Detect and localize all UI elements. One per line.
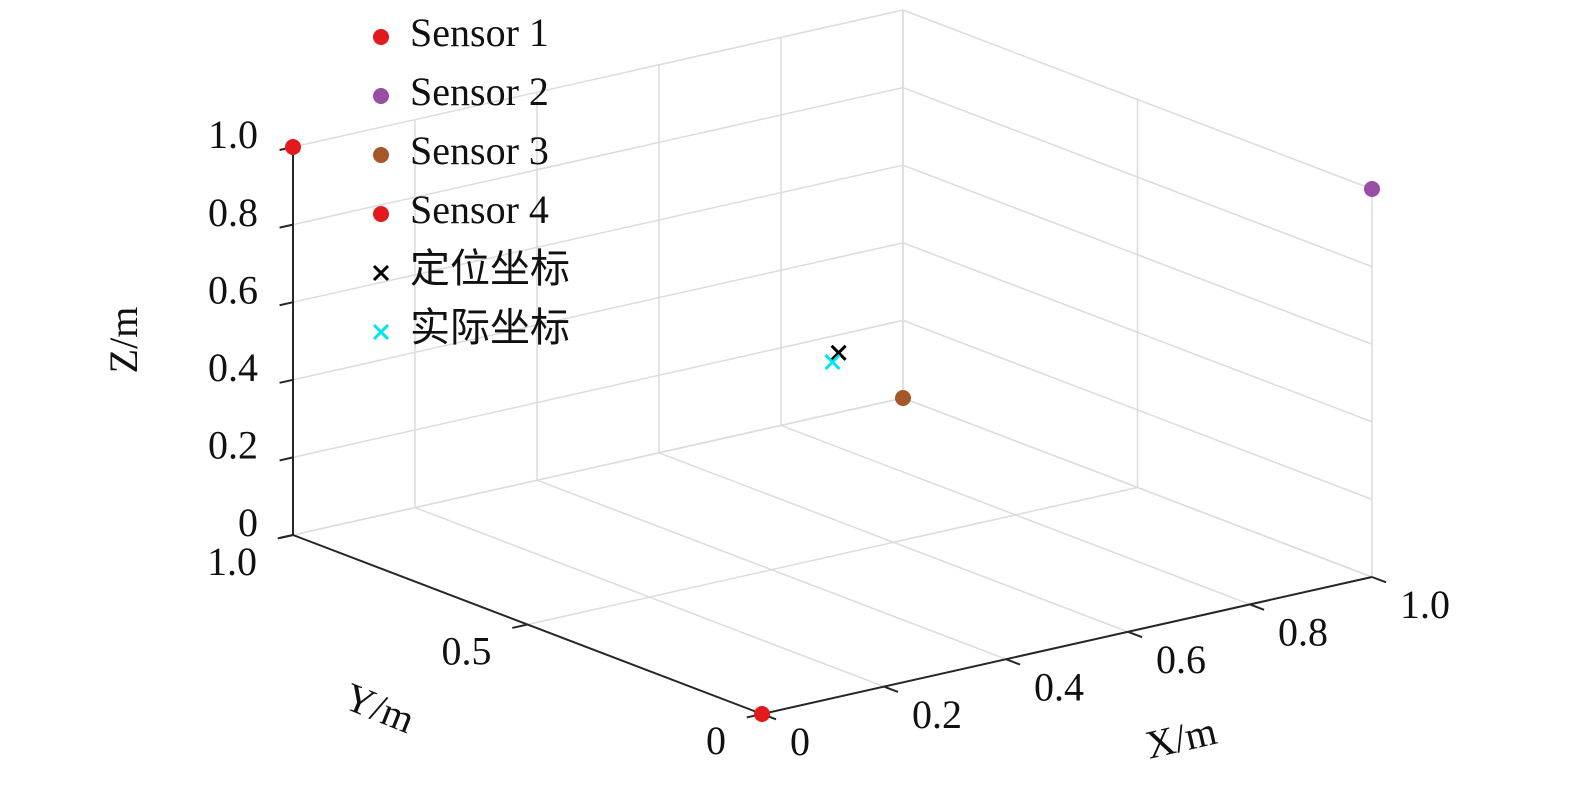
grid-line [902, 9, 1373, 190]
marker [285, 139, 301, 155]
y-axis-label: Y/m [338, 674, 421, 742]
grid-line [292, 9, 904, 148]
grid-line [902, 397, 1373, 578]
legend-marker [373, 88, 389, 104]
legend-label: Sensor 3 [410, 128, 549, 173]
z-tick-label: 0 [238, 500, 258, 545]
marker [754, 706, 770, 722]
z-tick [279, 534, 294, 539]
grid-line [292, 242, 904, 381]
legend-marker [373, 206, 389, 222]
x-tick-label: 0.6 [1156, 637, 1206, 682]
grid-line [292, 164, 904, 303]
legend-label: Sensor 1 [410, 10, 549, 55]
marker [830, 344, 847, 361]
marker [824, 353, 841, 371]
legend-label: 实际坐标 [410, 305, 570, 350]
grid-line [292, 86, 904, 226]
grid-line [902, 86, 1373, 268]
x-tick-label: 0.2 [912, 692, 962, 737]
legend-label: 定位坐标 [410, 246, 570, 291]
grid-line [902, 164, 1373, 345]
legend-marker [372, 323, 390, 341]
x-tick [883, 685, 899, 693]
y-tick-label: 0 [706, 718, 726, 763]
x-tick [1371, 576, 1387, 584]
x-tick [1127, 630, 1143, 639]
z-tick-label: 1.0 [208, 112, 258, 157]
legend-label: Sensor 2 [410, 69, 549, 114]
y-tick [512, 623, 528, 629]
z-tick [279, 223, 294, 229]
legend-marker [372, 264, 390, 282]
z-axis-label: Z/m [101, 307, 146, 374]
z-tick [279, 456, 294, 462]
grid-line [902, 319, 1373, 501]
z-tick [279, 301, 294, 307]
x-axis-line [761, 576, 1373, 715]
y-tick-label: 1.0 [207, 539, 257, 584]
grid-line [902, 242, 1373, 423]
legend-marker [373, 29, 389, 45]
x-tick-label: 0.8 [1278, 610, 1328, 655]
grid-line [527, 486, 1138, 626]
legend-label: Sensor 4 [410, 187, 549, 232]
grid-line [292, 397, 904, 536]
z-tick-label: 0.8 [208, 190, 258, 235]
z-tick [279, 378, 294, 384]
x-tick [1249, 603, 1265, 611]
x-tick-label: 0.4 [1034, 664, 1084, 709]
marker [1364, 181, 1380, 197]
z-tick-label: 0.4 [208, 345, 258, 390]
x-tick [1005, 658, 1021, 666]
y-tick-label: 0.5 [442, 629, 492, 674]
legend-marker [373, 147, 389, 163]
grid-line [292, 319, 904, 459]
x-axis-label: X/m [1141, 708, 1220, 768]
z-tick-label: 0.6 [208, 267, 258, 312]
marker [895, 390, 911, 406]
x-tick-label: 1.0 [1400, 582, 1450, 627]
z-tick-label: 0.2 [208, 423, 258, 468]
x-tick-label: 0 [790, 719, 810, 764]
